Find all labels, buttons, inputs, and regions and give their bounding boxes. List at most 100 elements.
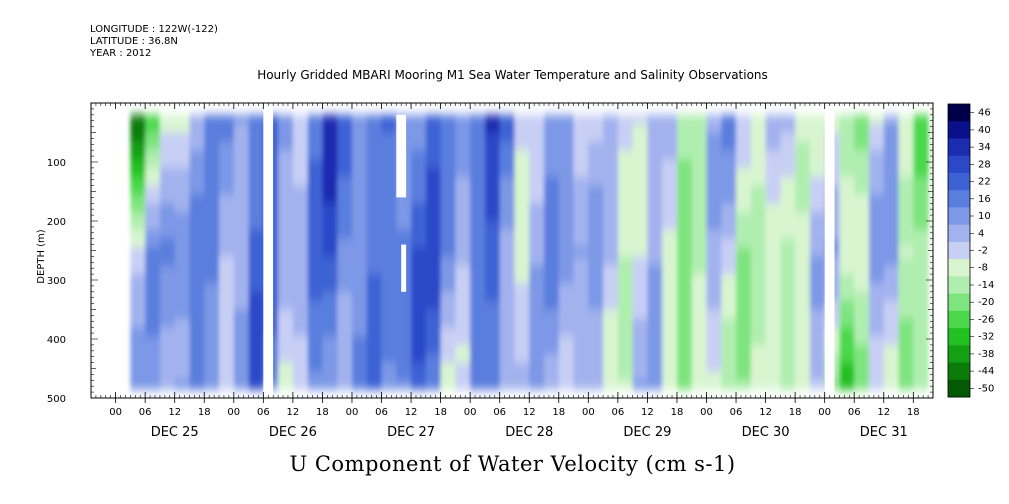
velocity-cell [455,291,471,302]
velocity-cell [189,194,205,204]
velocity-cell [322,318,338,328]
velocity-cell [204,362,220,372]
velocity-cell [248,362,264,372]
velocity-cell [292,336,309,346]
x-tick-label: 18 [198,407,211,418]
velocity-cell [529,229,545,240]
velocity-cell [366,256,383,266]
velocity-cell [839,132,855,142]
velocity-cell [869,212,885,222]
velocity-cell [765,353,781,364]
velocity-cell [809,141,826,151]
velocity-cell [795,238,811,249]
velocity-cell [721,371,737,381]
velocity-cell [233,114,250,125]
velocity-cell [219,309,235,319]
velocity-cell [381,291,397,302]
velocity-cell [558,274,575,284]
velocity-cell [913,336,929,346]
velocity-cell [514,353,530,364]
velocity-cell [662,141,678,151]
velocity-cell [544,291,560,302]
velocity-cell [145,371,161,381]
velocity-cell [381,318,397,328]
velocity-cell [514,247,530,257]
velocity-cell [809,185,826,195]
velocity-cell [617,212,634,222]
velocity-cell [854,256,870,266]
velocity-cell [337,344,353,355]
velocity-cell [780,336,796,346]
velocity-cell [898,380,914,390]
velocity-cell [514,176,530,187]
velocity-cell [470,247,486,257]
velocity-cell [795,291,811,302]
velocity-cell [278,123,294,134]
velocity-cell [662,247,678,257]
velocity-cell [292,327,309,337]
x-tick-label: 06 [139,407,152,418]
velocity-cell [130,256,146,266]
velocity-cell [765,159,781,169]
velocity-cell [780,114,796,125]
colorbar-label: 10 [978,211,991,222]
velocity-cell [883,291,900,302]
velocity-cell [558,194,575,204]
velocity-cell [529,291,545,302]
velocity-cell [883,380,900,390]
velocity-cell [898,150,914,160]
velocity-cell [706,353,722,364]
velocity-cell [854,238,870,249]
velocity-cell [617,194,634,204]
velocity-cell [514,167,530,178]
velocity-field [130,114,929,390]
velocity-cell [470,212,486,222]
velocity-cell [913,300,929,311]
velocity-cell [529,309,545,319]
velocity-cell [248,203,264,213]
velocity-cell [913,212,929,222]
velocity-cell [130,141,146,151]
velocity-cell [750,300,767,311]
velocity-cell [292,282,309,293]
velocity-cell [499,309,516,319]
velocity-cell [617,274,634,284]
velocity-cell [292,247,309,257]
velocity-cell [219,362,235,372]
velocity-cell [795,344,811,355]
velocity-cell [647,203,663,213]
velocity-cell [750,238,767,249]
velocity-cell [396,309,412,319]
velocity-cell [558,291,575,302]
velocity-cell [795,256,811,266]
velocity-cell [307,150,324,160]
velocity-cell [145,238,161,249]
velocity-cell [721,150,737,160]
velocity-cell [130,114,146,125]
colorbar-swatch [948,121,970,139]
velocity-cell [854,141,870,151]
velocity-cell [470,309,486,319]
heatmap-chart: 00 06 12 18 00 06 12 18 00 06 12 18 00 06 12 18 00 06 12 18… [36,102,994,440]
velocity-cell [411,141,427,151]
velocity-cell [809,265,826,275]
velocity-cell [736,274,752,284]
x-tick-label: 00 [464,407,477,418]
velocity-cell [558,221,575,231]
velocity-cell [632,194,648,204]
velocity-cell [366,300,383,311]
velocity-cell [455,150,471,160]
velocity-cell [159,229,176,240]
velocity-cell [322,371,338,381]
velocity-cell [883,167,900,178]
velocity-cell [765,176,781,187]
velocity-cell [278,371,294,381]
velocity-cell [159,114,176,125]
velocity-cell [883,159,900,169]
velocity-cell [913,380,929,390]
velocity-cell [352,123,368,134]
velocity-cell [573,318,589,328]
velocity-cell [632,318,648,328]
velocity-cell [677,159,693,169]
velocity-cell [470,238,486,249]
